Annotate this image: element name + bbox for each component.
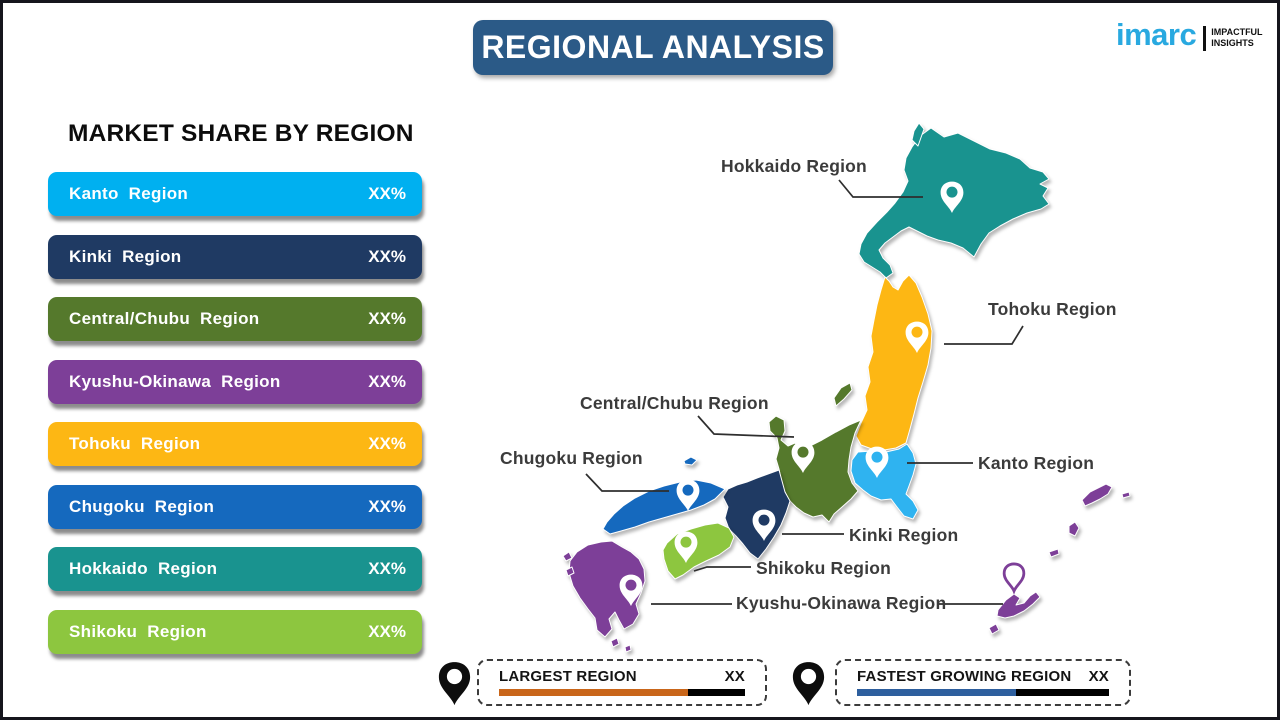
logo-tagline: IMPACTFUL INSIGHTS <box>1211 27 1262 50</box>
leader-line-hokkaido <box>838 179 923 198</box>
map-label-shikoku: Shikoku Region <box>756 558 892 578</box>
fastest-growing-legend: FASTEST GROWING REGION XX <box>835 659 1131 706</box>
share-bar-label: Kinki Region <box>69 246 182 266</box>
leader-line-chugoku <box>585 473 669 492</box>
fastest-growing-pin-icon <box>792 662 825 706</box>
share-bar-value: XX% <box>368 371 406 391</box>
leader-line-tohoku <box>944 325 1024 345</box>
largest-region-value: XX <box>724 668 745 685</box>
logo-tagline-line2: INSIGHTS <box>1211 38 1254 49</box>
pin-hokkaido-icon <box>940 181 964 213</box>
map-label-kanto: Kanto Region <box>978 453 1095 473</box>
logo-tagline-line1: IMPACTFUL <box>1211 27 1263 37</box>
map-region-tohoku <box>855 274 933 451</box>
largest-region-legend: LARGEST REGION XX <box>477 659 767 706</box>
share-bar-value: XX% <box>368 246 406 266</box>
imarc-logo: imarc IMPACTFUL INSIGHTS <box>1116 17 1263 52</box>
share-bar-central-chubu: Central/Chubu Region XX% <box>48 297 422 341</box>
market-share-heading: MARKET SHARE BY REGION <box>68 120 414 147</box>
leader-line-shikoku <box>693 566 751 572</box>
share-bar-label: Central/Chubu Region <box>69 309 260 328</box>
brand-wordmark: imarc <box>1116 17 1197 52</box>
page-title-box: REGIONAL ANALYSIS <box>473 20 833 75</box>
map-label-hokkaido: Hokkaido Region <box>721 156 867 176</box>
pin-kyushu-icon <box>619 574 643 606</box>
share-bar-kanto: Kanto Region XX% <box>48 172 422 216</box>
largest-region-pin-icon <box>438 662 471 706</box>
largest-region-bar-fill <box>499 689 689 696</box>
fastest-growing-value: XX <box>1088 668 1109 685</box>
share-bar-label: Hokkaido Region <box>69 559 218 578</box>
pin-okinawa-icon <box>1002 562 1026 595</box>
map-label-tohoku: Tohoku Region <box>988 299 1117 319</box>
share-bar-label: Chugoku Region <box>69 496 215 516</box>
fastest-growing-bar <box>857 689 1109 696</box>
share-bar-label: Tohoku Region <box>69 434 201 453</box>
map-label-kyushu-okinawa: Kyushu-Okinawa Region <box>736 593 947 613</box>
logo-divider <box>1203 26 1207 51</box>
pin-tohoku-icon <box>905 321 929 353</box>
pin-chugoku-icon <box>676 479 700 511</box>
market-share-bar-list: Kanto Region XX% Kinki Region XX% Centra… <box>48 172 422 654</box>
share-bar-value: XX% <box>368 309 406 328</box>
map-region-kyushu <box>562 540 646 653</box>
map-label-central-chubu: Central/Chubu Region <box>580 393 769 413</box>
page-title: REGIONAL ANALYSIS <box>481 29 825 65</box>
fastest-growing-bar-fill <box>857 689 1016 696</box>
share-bar-value: XX% <box>368 434 406 453</box>
share-bar-value: XX% <box>368 621 406 641</box>
share-bar-hokkaido: Hokkaido Region XX% <box>48 547 422 591</box>
share-bar-kyushu-okinawa: Kyushu-Okinawa Region XX% <box>48 359 422 404</box>
pin-kinki-icon <box>752 509 776 541</box>
map-label-chugoku: Chugoku Region <box>500 448 643 468</box>
map-region-okinawa-islands <box>988 483 1131 635</box>
share-bar-value: XX% <box>368 184 406 203</box>
largest-region-label: LARGEST REGION <box>499 668 637 685</box>
leader-line-central-chubu <box>697 415 795 438</box>
fastest-growing-label: FASTEST GROWING REGION <box>857 668 1072 685</box>
share-bar-kinki: Kinki Region XX% <box>48 234 422 279</box>
map-region-shikoku <box>662 522 735 580</box>
pin-kanto-icon <box>865 446 889 478</box>
share-bar-value: XX% <box>368 496 406 516</box>
share-bar-value: XX% <box>368 559 406 578</box>
share-bar-shikoku: Shikoku Region XX% <box>48 609 422 654</box>
share-bar-label: Kyushu-Okinawa Region <box>69 371 281 391</box>
share-bar-label: Kanto Region <box>69 184 189 203</box>
largest-region-bar <box>499 689 745 696</box>
share-bar-tohoku: Tohoku Region XX% <box>48 422 422 466</box>
pin-central-chubu-icon <box>791 441 815 473</box>
pin-shikoku-icon <box>674 531 698 563</box>
share-bar-chugoku: Chugoku Region XX% <box>48 484 422 529</box>
share-bar-label: Shikoku Region <box>69 621 207 641</box>
map-label-kinki: Kinki Region <box>849 525 959 545</box>
